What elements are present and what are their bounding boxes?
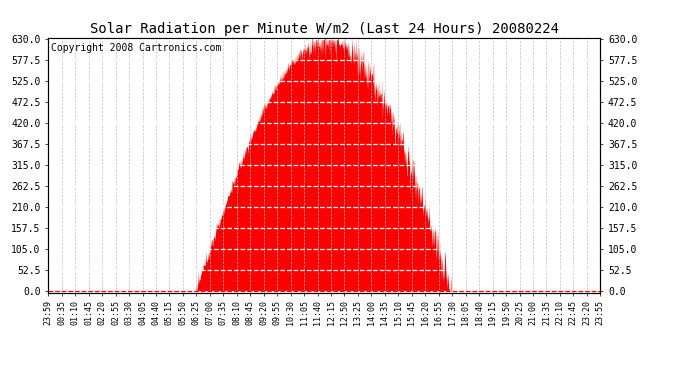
Title: Solar Radiation per Minute W/m2 (Last 24 Hours) 20080224: Solar Radiation per Minute W/m2 (Last 24… [90,22,559,36]
Text: Copyright 2008 Cartronics.com: Copyright 2008 Cartronics.com [51,43,221,52]
